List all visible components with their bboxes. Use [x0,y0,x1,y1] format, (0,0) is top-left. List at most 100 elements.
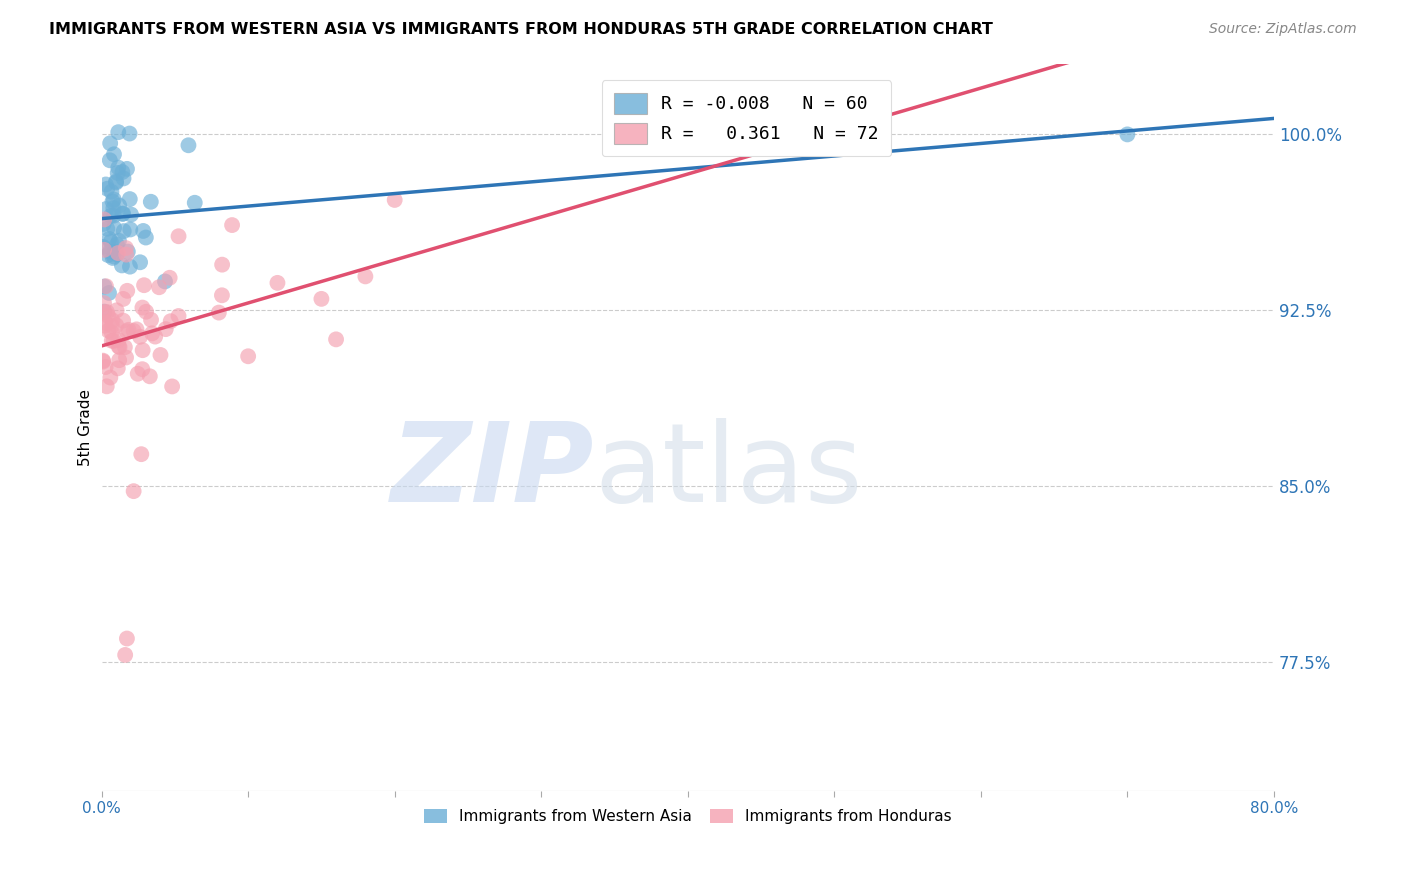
Point [98,136,121,151]
Point [184,195,207,210]
Point [107,125,129,139]
Point [167,309,190,323]
Point [115,632,138,646]
Point [127,367,149,381]
Point [139,313,162,327]
Point [108,234,131,248]
Point [98,370,121,384]
Point [117,323,139,337]
Point [114,340,136,354]
Point [266,276,288,290]
Point [1116,128,1139,142]
Point [117,244,139,259]
Point [100,235,122,249]
Point [105,174,128,188]
Point [107,361,129,376]
Point [103,209,125,223]
Point [311,292,333,306]
Point [141,326,163,341]
Point [107,166,129,180]
Point [153,274,176,288]
Point [112,292,135,306]
Point [107,333,129,347]
Point [96,379,118,393]
Point [108,340,131,354]
Point [132,278,155,293]
Point [135,230,157,244]
Point [93,279,115,293]
Point [115,284,138,298]
Point [91,354,114,368]
Point [115,241,138,255]
Point [108,353,131,368]
Point [112,206,135,220]
Point [105,303,128,318]
Point [101,313,124,327]
Point [93,304,115,318]
Point [129,330,152,344]
Point [100,334,122,348]
Point [111,259,134,273]
Point [97,324,120,338]
Point [131,362,153,376]
Point [115,247,138,261]
Point [148,280,170,294]
Point [93,305,115,319]
Point [211,258,233,272]
Point [118,127,141,141]
Point [122,324,145,338]
Point [167,229,190,244]
Point [143,329,166,343]
Point [120,208,142,222]
Text: atlas: atlas [593,417,862,524]
Text: Source: ZipAtlas.com: Source: ZipAtlas.com [1209,22,1357,37]
Point [94,178,117,192]
Point [125,322,148,336]
Point [101,251,124,265]
Point [149,348,172,362]
Point [115,161,138,176]
Point [105,176,128,190]
Point [354,269,377,284]
Point [118,192,141,206]
Point [107,246,129,260]
Point [139,194,162,209]
Y-axis label: 5th Grade: 5th Grade [79,389,93,466]
Point [103,220,125,235]
Text: ZIP: ZIP [391,417,593,524]
Point [97,248,120,262]
Point [129,255,152,269]
Point [101,194,124,209]
Point [120,222,142,236]
Point [159,314,181,328]
Point [103,244,125,259]
Point [103,334,125,348]
Point [122,484,145,499]
Point [100,209,122,223]
Point [100,326,122,340]
Point [115,351,138,365]
Point [160,379,183,393]
Text: IMMIGRANTS FROM WESTERN ASIA VS IMMIGRANTS FROM HONDURAS 5TH GRADE CORRELATION C: IMMIGRANTS FROM WESTERN ASIA VS IMMIGRAN… [49,22,993,37]
Point [94,360,117,375]
Point [155,322,177,336]
Point [384,193,406,207]
Point [139,369,162,384]
Point [108,198,131,212]
Point [93,212,115,227]
Point [93,243,115,257]
Point [91,240,114,254]
Point [101,318,124,333]
Point [114,648,136,662]
Point [112,224,135,238]
Point [236,349,259,363]
Point [118,260,141,274]
Point [98,285,121,300]
Point [177,138,200,153]
Point [103,201,125,215]
Point [325,332,347,346]
Point [129,447,152,461]
Point [93,318,115,333]
Point [94,279,117,293]
Point [131,343,153,358]
